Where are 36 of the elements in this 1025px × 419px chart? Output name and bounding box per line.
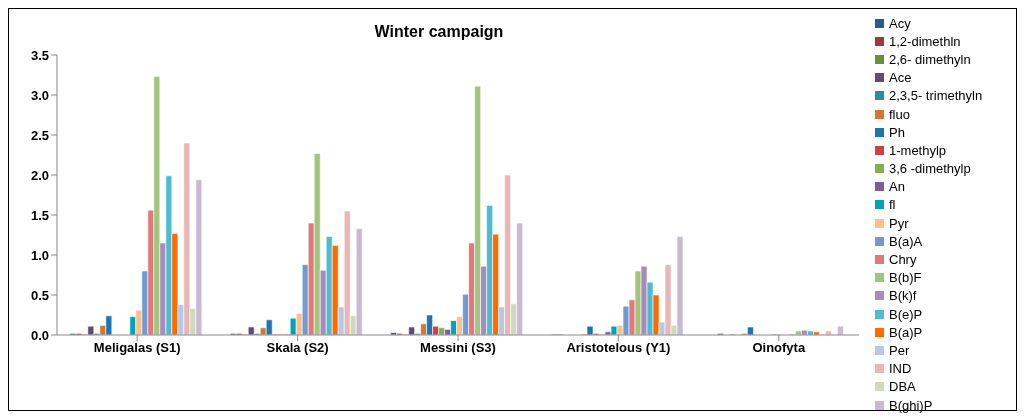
chart-title: Winter campaign: [373, 23, 505, 41]
legend-label: fluo: [889, 106, 910, 122]
x-tick-label: Meligalas (S1): [93, 340, 181, 356]
x-tick-label: Aristotelous (Y1): [566, 340, 671, 356]
y-tick-label: 0.5: [30, 287, 49, 303]
legend-label: An: [889, 179, 905, 195]
legend-label: 2,6- dimethyln: [889, 51, 971, 67]
legend-label: 1,2-dimethln: [889, 33, 961, 49]
legend-label: Per: [889, 342, 910, 358]
legend-label: 1-methylp: [889, 142, 947, 158]
legend-label: 2,3,5- trimethyln: [889, 88, 983, 104]
y-tick-label: 1.0: [30, 247, 49, 263]
x-tick-label: Messini (S3): [420, 340, 496, 356]
legend-label: Pyr: [889, 215, 909, 231]
legend-label: 3,6 -dimethylp: [889, 161, 971, 177]
y-tick-label: 3.0: [30, 87, 49, 103]
y-tick-label: 3.5: [30, 47, 49, 63]
legend-label: DBA: [889, 379, 916, 395]
y-tick-label: 0.0: [30, 327, 49, 343]
x-tick-label: Oinofyta: [752, 340, 806, 356]
legend-label: B(a)A: [889, 233, 923, 249]
legend-label: Chry: [889, 252, 917, 268]
legend-label: B(ghi)P: [889, 397, 933, 413]
legend-label: B(b)F: [889, 270, 922, 286]
y-tick-label: 2.0: [30, 167, 49, 183]
legend-label: Ph: [889, 124, 905, 140]
legend-label: Ace: [889, 70, 912, 86]
legend-label: B(k)f: [889, 288, 917, 304]
y-tick-label: 1.5: [30, 207, 49, 223]
legend-label: IND: [889, 361, 912, 377]
legend-label: B(e)P: [889, 306, 923, 322]
legend-label: fl: [889, 197, 896, 213]
legend-label: Acy: [889, 15, 911, 31]
legend-label: B(a)P: [889, 324, 923, 340]
x-tick-label: Skala (S2): [266, 340, 329, 356]
y-tick-label: 2.5: [30, 127, 49, 143]
